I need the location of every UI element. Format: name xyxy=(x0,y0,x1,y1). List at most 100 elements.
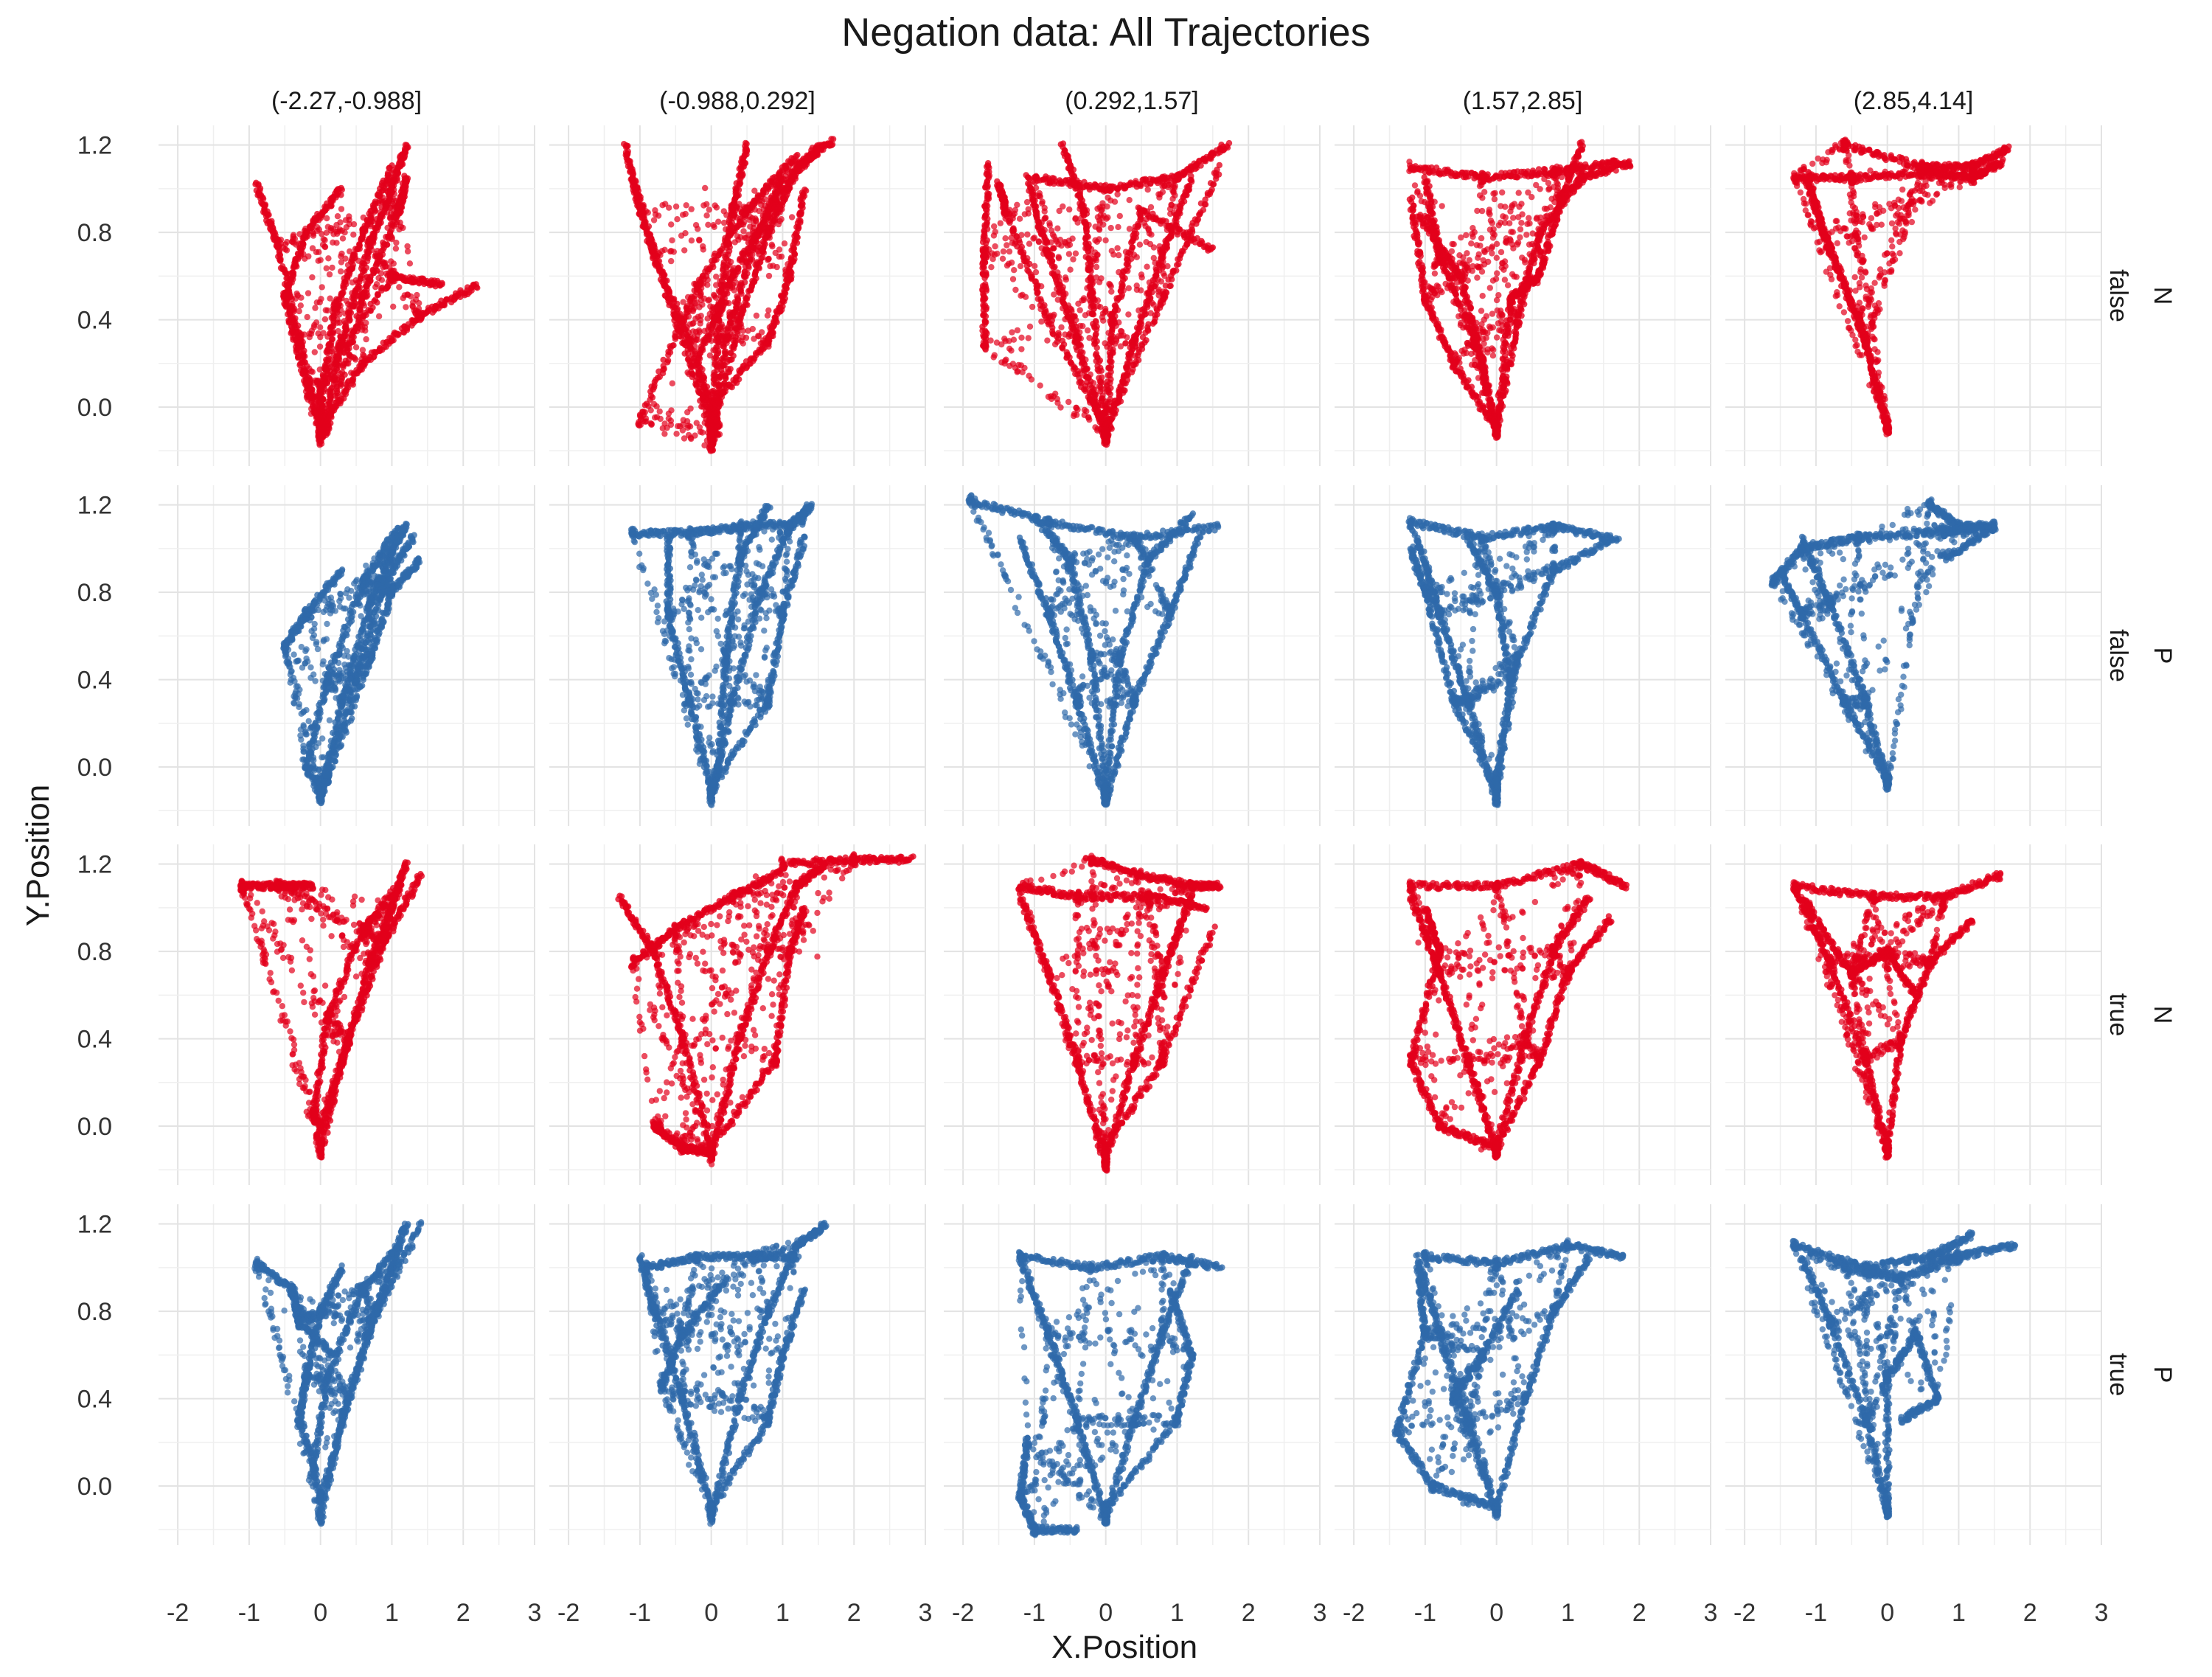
trajectory-point xyxy=(716,288,722,294)
trajectory-point xyxy=(350,232,356,237)
trajectory-point xyxy=(296,362,302,368)
trajectory-point xyxy=(369,218,375,224)
trajectory-point xyxy=(666,205,672,211)
trajectory-point xyxy=(335,228,341,234)
trajectory-point xyxy=(361,215,366,221)
trajectory-point xyxy=(738,338,744,344)
trajectory-point xyxy=(651,217,657,223)
trajectory-point xyxy=(686,298,692,304)
trajectory-point xyxy=(334,302,340,308)
trajectory-point xyxy=(353,344,359,350)
x-axis-title: X.Position xyxy=(1051,1629,1197,1665)
trajectory-point xyxy=(360,361,366,367)
trajectory-point xyxy=(721,208,727,214)
trajectory-point xyxy=(296,308,302,314)
trajectory-point xyxy=(706,322,712,328)
trajectory-point xyxy=(751,188,757,194)
trajectory-point xyxy=(722,291,728,296)
trajectory-point xyxy=(789,214,795,220)
trajectory-point xyxy=(405,292,411,298)
trajectory-point xyxy=(253,180,259,186)
trajectory-point xyxy=(439,280,445,286)
trajectory-point xyxy=(669,237,675,243)
trajectory-point xyxy=(706,296,712,302)
trajectory-point xyxy=(700,246,706,252)
trajectory-point xyxy=(384,225,390,231)
trajectory-point xyxy=(289,324,295,330)
trajectory-point xyxy=(678,232,684,238)
trajectory-point xyxy=(313,319,319,325)
trajectory-point xyxy=(379,277,385,283)
trajectory-point xyxy=(668,258,674,264)
trajectory-point xyxy=(312,349,318,355)
trajectory-point xyxy=(357,308,363,313)
trajectory-point xyxy=(344,276,350,282)
trajectory-point xyxy=(333,222,339,228)
trajectory-point xyxy=(344,326,349,332)
chart-title: Negation data: All Trajectories xyxy=(841,10,1370,55)
trajectory-point xyxy=(305,290,311,296)
trajectory-point xyxy=(766,333,772,339)
trajectory-point xyxy=(696,237,702,243)
trajectory-point xyxy=(390,278,396,284)
trajectory-point xyxy=(326,341,332,347)
trajectory-point xyxy=(759,329,765,335)
trajectory-point xyxy=(403,304,408,310)
trajectory-point xyxy=(328,394,334,400)
trajectory-point xyxy=(348,369,354,375)
trajectory-point xyxy=(327,399,333,405)
trajectory-point xyxy=(287,307,293,313)
trajectory-point xyxy=(393,240,399,246)
trajectory-point xyxy=(623,142,629,148)
trajectory-point xyxy=(707,311,713,317)
trajectory-point xyxy=(331,313,337,319)
trajectory-point xyxy=(705,277,711,282)
trajectory-point xyxy=(324,265,330,271)
trajectory-point xyxy=(783,272,789,278)
trajectory-point xyxy=(696,304,702,310)
trajectory-point xyxy=(387,204,393,210)
trajectory-point xyxy=(712,316,718,322)
trajectory-point xyxy=(310,245,316,251)
trajectory-point xyxy=(373,268,379,274)
trajectory-point xyxy=(681,247,687,253)
trajectory-point xyxy=(410,274,416,280)
trajectory-point xyxy=(689,206,695,212)
trajectory-point xyxy=(359,226,365,232)
trajectory-point xyxy=(721,362,727,368)
trajectory-point xyxy=(390,304,396,310)
trajectory-point xyxy=(649,241,655,247)
trajectory-point xyxy=(296,329,302,335)
trajectory-point xyxy=(698,320,703,326)
trajectory-point xyxy=(688,336,694,342)
trajectory-point xyxy=(274,241,280,247)
trajectory-point xyxy=(785,261,790,267)
trajectory-point xyxy=(723,389,728,395)
trajectory-point xyxy=(630,175,636,181)
trajectory-point xyxy=(743,235,749,240)
trajectory-point xyxy=(705,222,711,228)
trajectory-point xyxy=(353,277,359,283)
trajectory-point xyxy=(296,231,302,237)
trajectory-point xyxy=(323,307,329,313)
trajectory-point xyxy=(325,355,331,361)
trajectory-point xyxy=(783,177,789,183)
trajectory-point xyxy=(335,362,341,368)
trajectory-point xyxy=(372,284,378,290)
trajectory-point xyxy=(763,341,769,347)
trajectory-point xyxy=(327,331,333,337)
trajectory-point xyxy=(739,257,745,263)
trajectory-point xyxy=(389,184,395,190)
trajectory-point xyxy=(796,218,801,223)
trajectory-point xyxy=(717,382,723,388)
trajectory-point xyxy=(347,339,352,345)
trajectory-point xyxy=(702,185,708,191)
trajectory-point xyxy=(672,322,678,327)
trajectory-point xyxy=(669,381,675,386)
trajectory-point xyxy=(320,330,326,336)
trajectory-point xyxy=(346,213,352,219)
trajectory-point xyxy=(328,374,334,380)
trajectory-point xyxy=(322,316,328,322)
trajectory-point xyxy=(648,407,654,413)
trajectory-point xyxy=(661,283,667,289)
